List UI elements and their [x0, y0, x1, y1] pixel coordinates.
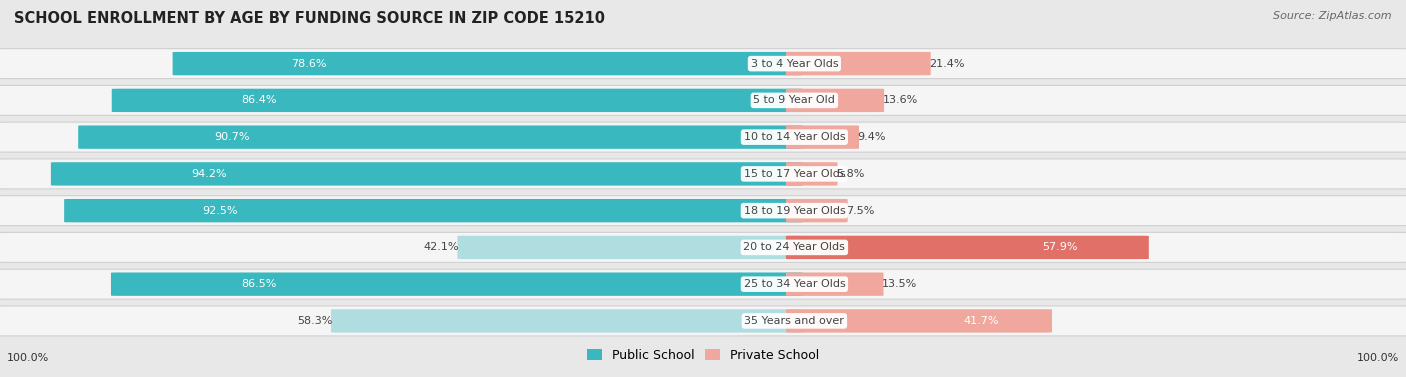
- Text: 25 to 34 Year Olds: 25 to 34 Year Olds: [744, 279, 845, 289]
- FancyBboxPatch shape: [111, 89, 803, 112]
- FancyBboxPatch shape: [786, 199, 848, 222]
- Text: Source: ZipAtlas.com: Source: ZipAtlas.com: [1274, 11, 1392, 21]
- Text: 5.8%: 5.8%: [837, 169, 865, 179]
- FancyBboxPatch shape: [0, 159, 1406, 189]
- Text: 10 to 14 Year Olds: 10 to 14 Year Olds: [744, 132, 845, 142]
- Text: 57.9%: 57.9%: [1043, 242, 1078, 253]
- Text: 86.4%: 86.4%: [242, 95, 277, 106]
- FancyBboxPatch shape: [0, 49, 1406, 79]
- FancyBboxPatch shape: [51, 162, 803, 185]
- FancyBboxPatch shape: [173, 52, 803, 75]
- FancyBboxPatch shape: [786, 162, 838, 185]
- FancyBboxPatch shape: [786, 126, 859, 149]
- Text: 92.5%: 92.5%: [202, 205, 238, 216]
- FancyBboxPatch shape: [786, 273, 883, 296]
- Text: 35 Years and over: 35 Years and over: [744, 316, 845, 326]
- Text: 86.5%: 86.5%: [240, 279, 276, 289]
- Text: 5 to 9 Year Old: 5 to 9 Year Old: [754, 95, 835, 106]
- Text: 3 to 4 Year Olds: 3 to 4 Year Olds: [751, 58, 838, 69]
- Text: 13.6%: 13.6%: [883, 95, 918, 106]
- FancyBboxPatch shape: [0, 269, 1406, 299]
- Text: 18 to 19 Year Olds: 18 to 19 Year Olds: [744, 205, 845, 216]
- FancyBboxPatch shape: [0, 85, 1406, 115]
- Text: 9.4%: 9.4%: [858, 132, 886, 142]
- Text: 20 to 24 Year Olds: 20 to 24 Year Olds: [744, 242, 845, 253]
- Text: 41.7%: 41.7%: [963, 316, 998, 326]
- FancyBboxPatch shape: [65, 199, 803, 222]
- FancyBboxPatch shape: [786, 52, 931, 75]
- Text: 78.6%: 78.6%: [291, 58, 328, 69]
- FancyBboxPatch shape: [111, 273, 803, 296]
- FancyBboxPatch shape: [786, 89, 884, 112]
- FancyBboxPatch shape: [0, 196, 1406, 226]
- FancyBboxPatch shape: [0, 306, 1406, 336]
- Legend: Public School, Private School: Public School, Private School: [582, 344, 824, 367]
- Text: 13.5%: 13.5%: [882, 279, 917, 289]
- FancyBboxPatch shape: [786, 236, 1149, 259]
- Text: 15 to 17 Year Olds: 15 to 17 Year Olds: [744, 169, 845, 179]
- FancyBboxPatch shape: [0, 232, 1406, 262]
- Text: 100.0%: 100.0%: [7, 353, 49, 363]
- Text: 7.5%: 7.5%: [846, 205, 875, 216]
- FancyBboxPatch shape: [330, 309, 803, 333]
- Text: SCHOOL ENROLLMENT BY AGE BY FUNDING SOURCE IN ZIP CODE 15210: SCHOOL ENROLLMENT BY AGE BY FUNDING SOUR…: [14, 11, 605, 26]
- FancyBboxPatch shape: [0, 122, 1406, 152]
- Text: 94.2%: 94.2%: [191, 169, 228, 179]
- FancyBboxPatch shape: [457, 236, 803, 259]
- Text: 100.0%: 100.0%: [1357, 353, 1399, 363]
- FancyBboxPatch shape: [79, 126, 803, 149]
- Text: 58.3%: 58.3%: [297, 316, 332, 326]
- FancyBboxPatch shape: [786, 309, 1052, 333]
- Text: 42.1%: 42.1%: [423, 242, 458, 253]
- Text: 90.7%: 90.7%: [214, 132, 249, 142]
- Text: 21.4%: 21.4%: [929, 58, 965, 69]
